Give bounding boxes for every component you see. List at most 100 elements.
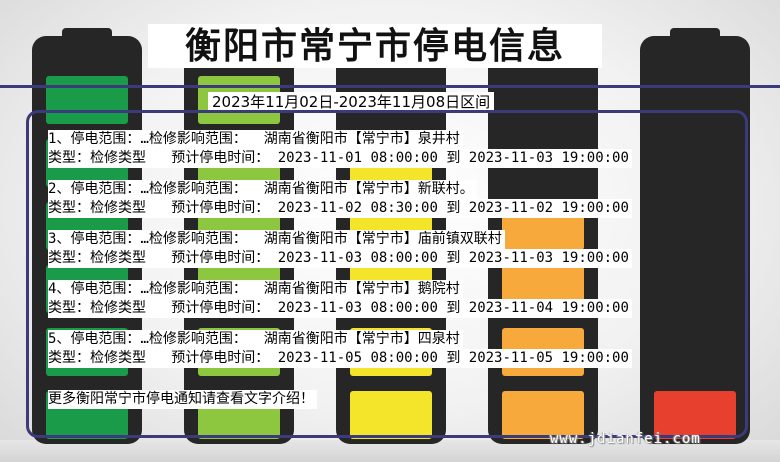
sep: [247, 331, 264, 347]
sep: [460, 150, 468, 166]
footer-note: 更多衡阳常宁市停电通知请查看文字介绍！: [48, 390, 317, 409]
record-index: 4、: [48, 281, 71, 297]
sep: [460, 200, 468, 216]
sep: [146, 250, 171, 266]
title-background: [148, 24, 602, 68]
start-time: 2023-11-02 08:30:00: [277, 200, 438, 216]
to-label: 到: [446, 300, 461, 316]
record-line-range: 2、停电范围：…检修影响范围： 湖南省衡阳市【常宁市】新联村。: [48, 180, 477, 199]
outage-record: 1、停电范围：…检修影响范围： 湖南省衡阳市【常宁市】泉井村 类型：检修类型 预计…: [48, 130, 632, 168]
start-time: 2023-11-01 08:00:00: [277, 150, 438, 166]
record-line-range: 5、停电范围：…检修影响范围： 湖南省衡阳市【常宁市】四泉村: [48, 330, 463, 349]
scope-label: 检修影响范围：: [148, 331, 247, 347]
sep: [247, 181, 264, 197]
type-value: 检修类型: [90, 350, 146, 366]
type-label: 类型：: [48, 200, 90, 216]
end-time: 2023-11-05 19:00:00: [468, 350, 629, 366]
type-label: 类型：: [48, 150, 90, 166]
range-value: …: [140, 231, 149, 247]
type-label: 类型：: [48, 250, 90, 266]
type-label: 类型：: [48, 350, 90, 366]
to-label: 到: [446, 200, 461, 216]
sep: [269, 200, 277, 216]
time-label: 预计停电时间：: [171, 350, 270, 366]
range-value: …: [140, 181, 149, 197]
type-value: 检修类型: [90, 200, 146, 216]
start-time: 2023-11-03 08:00:00: [277, 250, 438, 266]
record-index: 2、: [48, 181, 71, 197]
date-range: 2023年11月02日-2023年11月08日区间: [208, 92, 495, 112]
record-line-range: 4、停电范围：…检修影响范围： 湖南省衡阳市【常宁市】鹅院村: [48, 280, 463, 299]
end-time: 2023-11-03 19:00:00: [468, 150, 629, 166]
sep: [460, 350, 468, 366]
page-title: 衡阳市常宁市停电信息: [184, 25, 565, 67]
sep: [146, 200, 171, 216]
record-line-range: 1、停电范围：…检修影响范围： 湖南省衡阳市【常宁市】泉井村: [48, 130, 463, 149]
outage-record: 5、停电范围：…检修影响范围： 湖南省衡阳市【常宁市】四泉村 类型：检修类型 预计…: [48, 330, 632, 368]
battery-cell: [502, 391, 584, 439]
end-time: 2023-11-03 19:00:00: [468, 250, 629, 266]
area-value: 湖南省衡阳市【常宁市】鹅院村: [263, 281, 460, 297]
range-label: 停电范围：: [70, 181, 141, 197]
outage-record: 3、停电范围：…检修影响范围： 湖南省衡阳市【常宁市】庙前镇双联村 类型：检修类型…: [48, 230, 632, 268]
record-index: 1、: [48, 131, 71, 147]
sep: [146, 350, 171, 366]
type-value: 检修类型: [90, 300, 146, 316]
battery-cell: [654, 391, 736, 439]
sep: [247, 281, 264, 297]
record-line-range: 3、停电范围：…检修影响范围： 湖南省衡阳市【常宁市】庙前镇双联村: [48, 230, 505, 249]
sep: [269, 250, 277, 266]
range-label: 停电范围：: [70, 331, 141, 347]
battery-cell: [46, 76, 128, 124]
type-label: 类型：: [48, 300, 90, 316]
type-value: 检修类型: [90, 250, 146, 266]
to-label: 到: [446, 150, 461, 166]
type-value: 检修类型: [90, 150, 146, 166]
area-value: 湖南省衡阳市【常宁市】四泉村: [263, 331, 460, 347]
floor-shadow: [0, 440, 780, 462]
area-value: 湖南省衡阳市【常宁市】泉井村: [263, 131, 460, 147]
scope-label: 检修影响范围：: [148, 181, 247, 197]
to-label: 到: [446, 350, 461, 366]
area-value: 湖南省衡阳市【常宁市】新联村。: [263, 181, 474, 197]
sep: [146, 300, 171, 316]
record-index: 5、: [48, 331, 71, 347]
range-value: …: [140, 281, 149, 297]
divider-line: [0, 85, 780, 88]
time-label: 预计停电时间：: [171, 250, 270, 266]
time-label: 预计停电时间：: [171, 150, 270, 166]
battery-cap: [62, 28, 112, 40]
outage-record: 4、停电范围：…检修影响范围： 湖南省衡阳市【常宁市】鹅院村 类型：检修类型 预计…: [48, 280, 632, 318]
info-panel: [26, 110, 748, 438]
sep: [269, 300, 277, 316]
sep: [269, 350, 277, 366]
battery-cell: [350, 391, 432, 439]
time-label: 预计停电时间：: [171, 300, 270, 316]
battery-cap: [670, 28, 720, 40]
start-time: 2023-11-05 08:00:00: [277, 350, 438, 366]
site-watermark: www.jdianfei.com: [550, 431, 701, 447]
sep: [460, 300, 468, 316]
scope-label: 检修影响范围：: [148, 231, 247, 247]
end-time: 2023-11-04 19:00:00: [468, 300, 629, 316]
outage-record: 2、停电范围：…检修影响范围： 湖南省衡阳市【常宁市】新联村。 类型：检修类型 预…: [48, 180, 632, 218]
record-line-time: 类型：检修类型 预计停电时间： 2023-11-03 08:00:00 到 20…: [48, 299, 632, 318]
sep: [460, 250, 468, 266]
sep: [247, 131, 264, 147]
range-value: …: [140, 331, 149, 347]
scope-label: 检修影响范围：: [148, 131, 247, 147]
scope-label: 检修影响范围：: [148, 281, 247, 297]
battery-5: [640, 28, 750, 444]
range-label: 停电范围：: [70, 281, 141, 297]
range-value: …: [140, 131, 149, 147]
end-time: 2023-11-02 19:00:00: [468, 200, 629, 216]
record-line-time: 类型：检修类型 预计停电时间： 2023-11-05 08:00:00 到 20…: [48, 349, 632, 368]
sep: [247, 231, 264, 247]
range-label: 停电范围：: [70, 231, 141, 247]
record-index: 3、: [48, 231, 71, 247]
start-time: 2023-11-03 08:00:00: [277, 300, 438, 316]
area-value: 湖南省衡阳市【常宁市】庙前镇双联村: [263, 231, 502, 247]
sep: [146, 150, 171, 166]
record-line-time: 类型：检修类型 预计停电时间： 2023-11-02 08:30:00 到 20…: [48, 199, 632, 218]
sep: [269, 150, 277, 166]
